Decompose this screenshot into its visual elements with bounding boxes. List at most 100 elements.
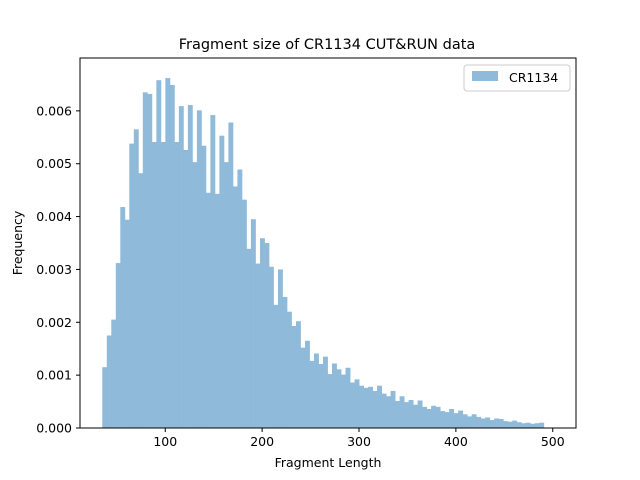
histogram-bar: [480, 418, 486, 428]
histogram-bar: [476, 416, 482, 428]
histogram-bar: [264, 243, 270, 428]
histogram-bar: [178, 106, 184, 428]
histogram-bar: [512, 420, 518, 428]
histogram-bar: [444, 412, 450, 428]
y-tick-label: 0.004: [36, 209, 72, 224]
histogram-bar: [133, 129, 139, 429]
histogram-bar: [223, 162, 229, 428]
histogram-bar: [124, 219, 130, 428]
histogram-bar: [219, 135, 225, 428]
y-tick-label: 0.002: [36, 315, 72, 330]
histogram-bar: [291, 325, 297, 428]
legend-swatch-cr1134: [472, 71, 498, 81]
y-tick-label: 0.003: [36, 262, 72, 277]
histogram-bar: [453, 413, 459, 428]
histogram-bar: [440, 411, 446, 428]
histogram-bar: [277, 269, 283, 428]
histogram-bar: [314, 353, 319, 428]
histogram-bar: [129, 143, 135, 428]
histogram-bar: [309, 360, 315, 428]
histogram-bar: [534, 423, 540, 428]
x-tick-label: 200: [250, 434, 274, 449]
histogram-bar: [196, 110, 202, 428]
histogram-bar: [156, 80, 162, 428]
x-tick-label: 300: [347, 434, 371, 449]
histogram-bar: [246, 248, 252, 428]
histogram-bar: [241, 199, 247, 428]
histogram-bar: [408, 399, 414, 428]
y-tick-label: 0.005: [36, 156, 72, 171]
histogram-bar: [237, 169, 243, 428]
x-axis-label: Fragment Length: [275, 455, 382, 470]
histogram-bar: [386, 396, 391, 428]
y-tick-label: 0.000: [36, 421, 72, 436]
histogram-bar: [431, 405, 437, 428]
histogram-bar: [494, 418, 500, 428]
histogram-bars: [102, 78, 545, 429]
histogram-bar: [201, 145, 207, 429]
histogram-bar: [111, 319, 117, 428]
histogram-bar: [169, 84, 175, 429]
histogram-bar: [205, 192, 211, 428]
histogram-bar: [300, 347, 306, 428]
histogram-bar: [417, 400, 423, 428]
histogram-bar: [498, 419, 504, 428]
histogram-bar: [462, 414, 468, 428]
histogram-bar: [395, 401, 400, 428]
histogram-bar: [422, 406, 428, 428]
y-tick-label: 0.006: [36, 103, 72, 118]
histogram-bar: [273, 304, 279, 428]
legend-label-cr1134: CR1134: [509, 70, 558, 85]
histogram-bar: [458, 410, 464, 428]
histogram-bar: [530, 423, 536, 428]
histogram-bar: [539, 422, 545, 428]
histogram-bar: [413, 404, 418, 428]
x-tick-label: 100: [153, 434, 177, 449]
histogram-bar: [323, 356, 328, 428]
histogram-bar: [426, 408, 432, 428]
histogram-bar: [282, 296, 288, 428]
histogram-bar: [377, 385, 382, 428]
histogram-bar: [286, 311, 292, 428]
histogram-bar: [106, 335, 112, 428]
histogram-bar: [368, 386, 373, 428]
histogram-bar: [295, 321, 301, 428]
histogram-bar: [327, 374, 333, 428]
y-axis-label: Frequency: [10, 210, 25, 275]
histogram-bar: [489, 420, 495, 428]
histogram-bar: [318, 364, 324, 428]
histogram-bar: [399, 396, 405, 428]
chart-title: Fragment size of CR1134 CUT&RUN data: [179, 37, 476, 53]
histogram-bar: [372, 391, 378, 428]
histogram-bar: [363, 387, 369, 428]
histogram-bar: [449, 408, 455, 428]
histogram-bar: [214, 193, 220, 428]
x-axis: 100 200 300 400 500: [153, 428, 565, 449]
histogram-bar: [359, 385, 364, 428]
x-tick-label: 400: [444, 434, 468, 449]
histogram-bar: [187, 105, 193, 428]
histogram-bar: [268, 266, 274, 428]
histogram-bar: [228, 122, 234, 429]
histogram-bar: [521, 423, 527, 428]
histogram-bar: [467, 416, 473, 428]
histogram-bar: [390, 391, 396, 428]
histogram-bar: [142, 92, 148, 429]
histogram-bar: [183, 149, 189, 428]
histogram-bar: [516, 422, 522, 428]
histogram-bar: [255, 263, 261, 428]
histogram-bar: [485, 417, 491, 428]
y-tick-label: 0.001: [36, 368, 72, 383]
y-axis: 0.000 0.001 0.002 0.003 0.004 0.005 0.006: [36, 103, 80, 436]
histogram-bar: [147, 93, 153, 428]
histogram-bar: [381, 393, 387, 428]
histogram-bar: [174, 142, 180, 429]
plot-frame: [79, 57, 577, 429]
histogram-bar: [345, 367, 351, 428]
histogram-bar: [192, 162, 198, 428]
histogram-bar: [115, 263, 121, 428]
x-tick-label: 500: [541, 434, 565, 449]
legend: CR1134: [463, 64, 571, 92]
histogram-bar: [165, 78, 171, 428]
